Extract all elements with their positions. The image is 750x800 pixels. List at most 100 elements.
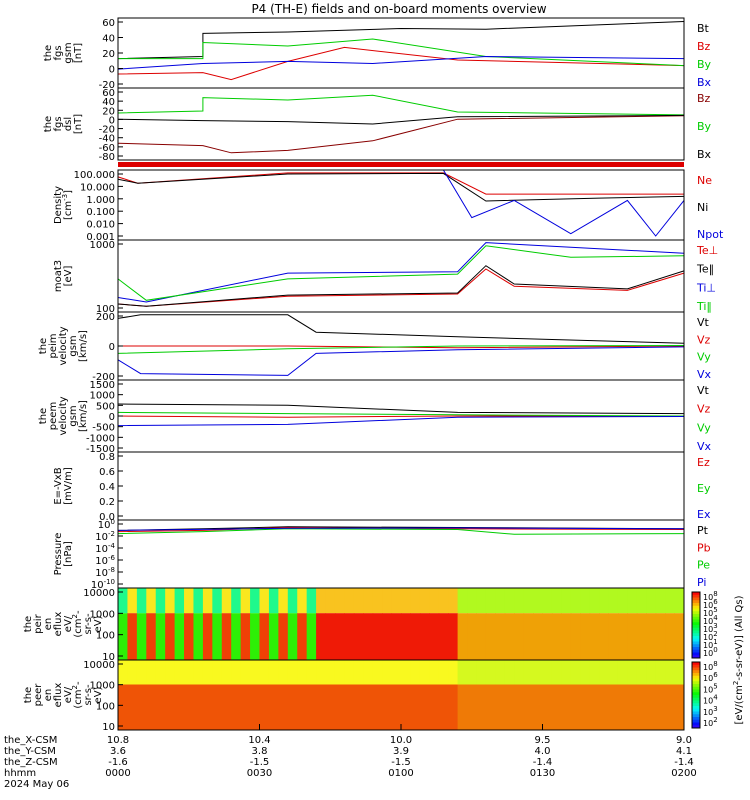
colorbar-cell	[692, 655, 700, 659]
panel-frame	[117, 169, 685, 241]
series-line-ti	[117, 245, 685, 301]
spectrogram-cell	[542, 660, 553, 685]
colorbar-tick-label: 106	[703, 671, 718, 683]
colorbar-cell	[692, 633, 700, 637]
series-line-vz	[117, 415, 684, 418]
spectrogram-cell	[268, 588, 279, 614]
legend-ti: Ti‖	[696, 300, 712, 313]
spectrogram-cell	[589, 613, 600, 660]
y-tick-label: -200	[92, 372, 115, 383]
spectrogram-cell	[617, 588, 628, 614]
spectrogram-cell	[514, 613, 525, 660]
spectrogram-cell	[316, 588, 327, 614]
spectrogram-cell	[617, 684, 628, 730]
legend-vx: Vx	[697, 368, 712, 381]
colorbar-frame	[691, 661, 701, 729]
colorbar-cell	[692, 670, 700, 674]
spectrogram-cell	[287, 613, 298, 660]
y-tick-label: 10000	[83, 588, 115, 599]
y-axis-label: eV/	[63, 615, 74, 632]
spectrogram-cell	[401, 684, 411, 730]
spectrogram-cell	[504, 684, 515, 730]
legend-npot: Npot	[697, 228, 724, 241]
spectrogram-cell	[363, 588, 374, 614]
spectrogram-cell	[655, 684, 666, 730]
series-line-pb	[117, 526, 685, 533]
spectrogram-cell	[627, 588, 638, 614]
spectrogram-cell	[118, 588, 128, 614]
colorbar-cell	[692, 662, 700, 666]
spectrogram-cell	[184, 660, 194, 685]
spectrogram-cell	[250, 588, 260, 614]
y-axis-label: peim	[48, 333, 59, 358]
legend-ex: Ex	[697, 508, 711, 521]
spectrogram-cell	[561, 588, 572, 614]
y-axis-label: fgs	[53, 116, 64, 131]
spectrogram-cell	[146, 613, 157, 660]
spectrogram-cell	[240, 684, 251, 730]
y-tick-label: 20	[102, 49, 115, 60]
y-tick-label: 0.010	[86, 220, 115, 231]
spectrogram-cell	[495, 660, 506, 685]
spectrogram-cell	[278, 613, 289, 660]
y-tick-label: 100	[96, 701, 115, 712]
spectrogram-cell	[410, 588, 421, 614]
spectrogram-cell	[382, 588, 393, 614]
spectrogram-cell	[542, 588, 553, 614]
colorbar-cell	[692, 700, 700, 704]
spectrogram-cell	[561, 660, 572, 685]
spectrogram-cell	[353, 660, 364, 685]
spectrogram-cell	[127, 613, 138, 660]
spectrogram-cell	[259, 613, 270, 660]
spectrogram-cell	[287, 588, 298, 614]
spectrogram-cell	[580, 660, 591, 685]
y-axis-label: [km/s]	[78, 330, 89, 362]
spectrogram-cell	[570, 660, 581, 685]
spectrogram-cell	[306, 660, 317, 685]
spectrogram-cell	[344, 613, 355, 660]
y-axis-label: en	[43, 618, 54, 631]
y-tick-label: -20	[99, 80, 115, 91]
y-axis-label: gsm	[68, 335, 79, 356]
spectrogram-cell	[165, 684, 176, 730]
y-tick-label: 200	[96, 312, 115, 323]
spectrogram-cell	[561, 684, 572, 730]
y-tick-label: 10000	[83, 660, 115, 671]
y-tick-label: -500	[92, 423, 115, 434]
x-tick-label: 3.9	[393, 746, 409, 757]
colorbar-cell	[692, 627, 700, 631]
y-axis-label: E=-VxB	[53, 467, 64, 504]
legend-bx: Bx	[697, 76, 712, 89]
spectrogram-cell	[334, 684, 345, 730]
legend-ey: Ey	[697, 482, 711, 495]
y-tick-label: 100.000	[74, 170, 115, 181]
spectrogram-cell	[118, 660, 128, 685]
spectrogram-cell	[485, 660, 496, 685]
y-tick-label: 20	[102, 106, 115, 117]
x-row-label: hhmm	[4, 768, 36, 779]
y-tick-label: -40	[99, 134, 115, 145]
legend-te: Te⊥	[696, 244, 718, 257]
y-tick-label: 10.000	[80, 182, 115, 193]
y-tick-label: 0.4	[99, 482, 115, 493]
spectrogram-cell	[259, 588, 270, 614]
series-line-npot	[118, 169, 685, 237]
spectrogram-cell	[221, 660, 232, 685]
series-line-te	[117, 265, 685, 307]
colorbar-cell	[692, 664, 700, 668]
spectrogram-cell	[382, 684, 393, 730]
legend-pi: Pi	[697, 576, 706, 589]
colorbar-cell	[692, 652, 700, 656]
y-axis-label: gsm	[63, 42, 74, 63]
spectrogram-cell	[136, 684, 147, 730]
spectrogram-cell	[665, 613, 676, 660]
spectrogram-cell	[165, 660, 176, 685]
spectrogram-cell	[589, 588, 600, 614]
y-axis-label: the	[43, 116, 54, 132]
legend-vt: Vt	[697, 384, 710, 397]
spectrogram-cell	[202, 684, 213, 730]
spectrogram-cell	[419, 588, 430, 614]
spectrogram-cell	[325, 588, 336, 614]
